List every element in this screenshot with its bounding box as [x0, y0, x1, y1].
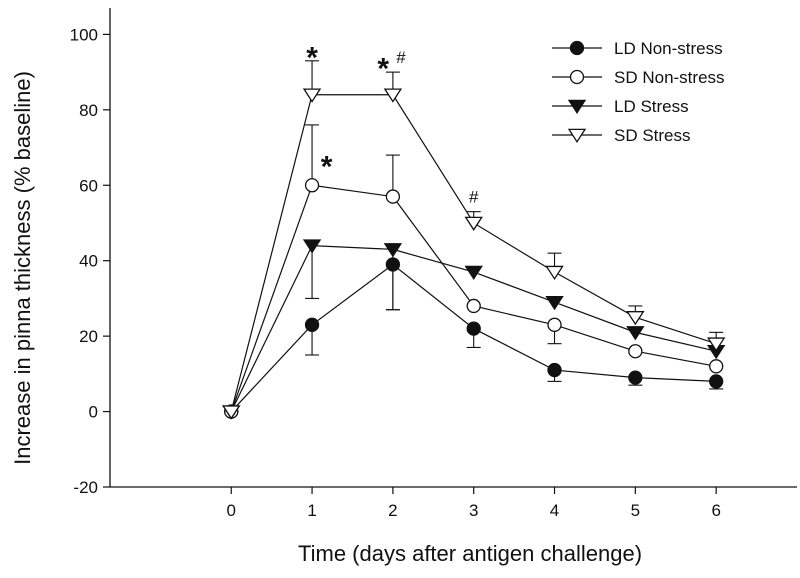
- data-point: [628, 370, 643, 385]
- data-point: [464, 265, 483, 281]
- x-tick-label: 2: [388, 501, 397, 520]
- annotation-layer: * * * # #: [306, 41, 479, 206]
- series-3: [222, 60, 726, 420]
- data-point: [464, 216, 483, 231]
- legend-marker: [567, 99, 587, 114]
- data-point: [383, 88, 403, 103]
- series-layer: [222, 60, 726, 420]
- series-1: [224, 124, 724, 419]
- y-tick-label: 60: [79, 176, 98, 195]
- x-tick-label: 5: [631, 501, 640, 520]
- data-point: [628, 344, 643, 359]
- series-0: [224, 257, 724, 419]
- y-tick-label: 40: [79, 252, 98, 271]
- legend-marker: [569, 69, 585, 85]
- x-axis: 0 1 2 3 4 5 6: [227, 487, 721, 520]
- data-point: [385, 189, 401, 204]
- data-point: [626, 311, 645, 326]
- y-axis: -20 0 20 40 60 80 100: [70, 25, 110, 497]
- data-point: [709, 374, 724, 389]
- significance-hash: #: [396, 48, 406, 67]
- x-tick-label: 3: [469, 501, 478, 520]
- legend-label: LD Non-stress: [614, 39, 723, 58]
- x-tick-label: 0: [227, 501, 236, 520]
- y-tick-label: 0: [89, 403, 98, 422]
- data-point: [706, 337, 726, 352]
- legend-marker: [567, 128, 587, 143]
- x-tick-label: 1: [307, 501, 316, 520]
- legend-entry: SD Stress: [552, 126, 691, 145]
- significance-hash: #: [469, 188, 479, 207]
- data-point: [709, 359, 724, 374]
- data-point: [466, 321, 481, 336]
- data-point: [547, 362, 562, 378]
- x-axis-title: Time (days after antigen challenge): [298, 541, 642, 566]
- plot-frame: [109, 8, 797, 488]
- legend-label: LD Stress: [614, 97, 689, 116]
- y-axis-title: Increase in pinna thickness (% baseline): [10, 71, 35, 465]
- data-point: [302, 88, 322, 103]
- data-point: [302, 239, 322, 254]
- data-point: [304, 178, 320, 193]
- y-tick-label: 100: [70, 25, 98, 44]
- data-point: [545, 265, 564, 281]
- legend-label: SD Stress: [614, 126, 691, 145]
- y-tick-label: 80: [79, 101, 98, 120]
- data-point: [383, 243, 403, 258]
- x-tick-label: 6: [711, 501, 720, 520]
- data-point: [547, 317, 562, 332]
- x-tick-label: 4: [550, 501, 559, 520]
- y-tick-label: 20: [79, 327, 98, 346]
- significance-asterisk: *: [306, 41, 318, 74]
- legend-label: SD Non-stress: [614, 68, 725, 87]
- data-point: [466, 298, 481, 314]
- significance-asterisk: *: [321, 151, 333, 184]
- y-tick-label: -20: [73, 478, 98, 497]
- data-point: [222, 405, 241, 420]
- legend-marker: [569, 40, 585, 56]
- legend-entry: SD Non-stress: [552, 68, 725, 87]
- data-point: [545, 295, 564, 311]
- significance-asterisk: *: [377, 53, 389, 86]
- legend: LD Non-stress SD Non-stress LD Stress SD St…: [552, 39, 725, 145]
- legend-entry: LD Stress: [552, 97, 689, 116]
- data-point: [626, 326, 645, 341]
- legend-entry: LD Non-stress: [552, 39, 723, 58]
- data-point: [304, 317, 320, 332]
